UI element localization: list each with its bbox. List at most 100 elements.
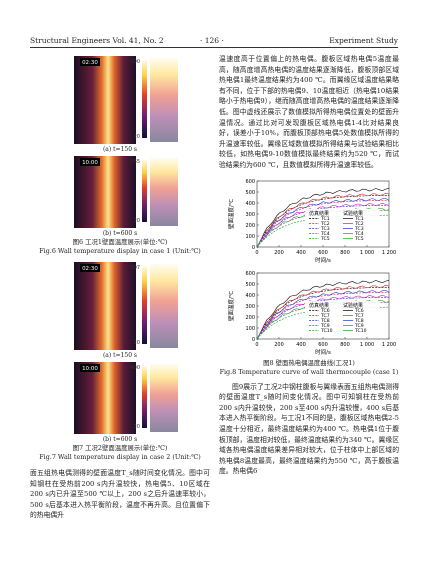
legend-label: TC3 — [320, 226, 330, 232]
line-chart: 0 100 200 300 400 500 600 0 200 400 600 800 1 000 1 2… — [227, 178, 396, 264]
x-tick-label: 200 — [274, 342, 284, 348]
figure-caption-zh: 图7 工况2壁面温度展示(单位:℃) — [72, 444, 168, 452]
paragraph: 面五组热电偶测得的壁面温度T_s随时间变化情况。图中可知钢柱在受热前200 s内… — [30, 469, 210, 520]
figure-caption-zh: 图8 壁面热电偶温度曲线(工况1) — [263, 358, 355, 367]
test-curve — [256, 289, 390, 340]
scale-panel — [150, 364, 178, 432]
y-tick-label: 600 — [245, 178, 255, 184]
legend-label: TC7 — [354, 313, 364, 319]
line-chart: 0 100 200 300 400 500 600 0 200 400 600 800 1 000 1 2… — [227, 270, 396, 356]
y-tick-label: 100 — [245, 233, 255, 239]
y-tick-label: 600 — [245, 270, 255, 276]
legend-label: TC2 — [320, 221, 330, 227]
y-tick-label: 300 — [245, 211, 255, 217]
scale-max: 307 — [130, 265, 140, 271]
y-tick-label: 300 — [245, 303, 255, 309]
test-curve — [256, 197, 390, 248]
section-name: Experiment Study — [329, 36, 398, 45]
y-axis-label: 壁面温度/℃ — [227, 291, 235, 321]
legend-head: 试验结果 — [343, 302, 363, 309]
paragraph: 温速度高于位置偏上的热电偶。腹板区域热电偶5温度最高，随高度增高热电偶的温度结果… — [219, 55, 399, 169]
x-axis-label: 时间/s — [315, 256, 331, 264]
colorbar — [142, 366, 147, 428]
y-tick-label: 0 — [252, 244, 255, 250]
image-frame — [74, 262, 136, 350]
timestamp-box — [80, 158, 100, 166]
scale-max: 565 — [130, 159, 140, 165]
x-tick-label: 1 000 — [360, 250, 374, 256]
y-tick-label: 0 — [252, 336, 255, 342]
legend-label: TC7 — [320, 313, 330, 319]
legend-label: TC1 — [354, 216, 364, 222]
legend-label: TC6 — [354, 308, 364, 314]
image-frame — [74, 362, 136, 434]
subfigure-caption: (b) t=600 s — [102, 436, 138, 443]
thermal-image: 10:00 400 20 — [74, 362, 178, 434]
subfigure-caption: (a) t=150 s — [102, 146, 138, 153]
x-tick-label: 0 — [255, 342, 258, 348]
test-curve — [256, 192, 390, 248]
scale-min: 20 — [134, 424, 140, 430]
figure-caption-en: Fig.7 Wall temperature display in case 2… — [39, 453, 201, 461]
y-axis-label: 壁面温度/℃ — [227, 199, 235, 229]
image-frame — [74, 156, 136, 228]
y-tick-label: 500 — [245, 189, 255, 195]
journal-name: Structural Engineers Vol. 41, No. 2 — [30, 36, 164, 45]
scale-max: 300 — [130, 59, 140, 65]
legend-label: TC4 — [354, 231, 364, 237]
y-tick-label: 500 — [245, 281, 255, 287]
figure-caption-en: Fig.8 Temperature curve of wall thermoco… — [219, 367, 399, 376]
legend-head: 仿真结果 — [309, 210, 329, 217]
x-axis-label: 时间/s — [315, 348, 331, 356]
left-column: 02:30 300 20 (a) t=150 s 10:00 565 20 (b) t=600… — [30, 54, 210, 521]
legend-label: TC4 — [320, 231, 330, 237]
image-frame — [74, 56, 136, 144]
y-tick-label: 100 — [245, 325, 255, 331]
y-tick-label: 200 — [245, 314, 255, 320]
x-tick-label: 1 200 — [382, 342, 396, 348]
test-curve — [256, 187, 390, 247]
test-curve — [256, 202, 390, 247]
scale-min: 20 — [134, 134, 140, 140]
legend-head: 试验结果 — [343, 210, 363, 217]
scale-min: 20 — [134, 218, 140, 224]
x-tick-label: 400 — [296, 342, 306, 348]
subfigure-caption: (b) t=600 s — [102, 230, 138, 237]
figure-7: 02:30 307 20 (a) t=150 s 10:00 400 20 (b) t=600… — [30, 260, 210, 444]
timestamp: 10:00 — [82, 366, 98, 372]
x-tick-label: 600 — [318, 250, 328, 256]
legend-box — [305, 208, 379, 241]
y-tick-label: 400 — [245, 200, 255, 206]
thermal-image: 02:30 307 20 — [74, 262, 178, 350]
x-tick-label: 400 — [296, 250, 306, 256]
thermal-image: 02:30 300 20 — [74, 56, 178, 144]
paragraph: 图9展示了工况2中钢柱腹板与翼缘表面五组热电偶测得的壁面温度T_s随时间变化情况… — [219, 382, 399, 476]
figure-caption-en: Fig.6 Wall temperature display in case 1… — [39, 247, 201, 255]
legend-label: TC5 — [320, 236, 330, 242]
test-curve — [256, 284, 390, 340]
colorbar — [142, 160, 147, 222]
legend-head: 仿真结果 — [309, 302, 329, 309]
scale-panel — [150, 58, 178, 142]
header-rule — [30, 47, 398, 48]
legend-label: TC8 — [320, 318, 330, 324]
x-tick-label: 800 — [340, 250, 350, 256]
legend-label: TC9 — [354, 323, 364, 329]
x-tick-label: 200 — [274, 250, 284, 256]
colorbar — [142, 266, 147, 344]
right-column: 温速度高于位置偏上的热电偶。腹板区域热电偶5温度最高，随高度增高热电偶的温度结果… — [219, 54, 399, 477]
x-tick-label: 1 000 — [360, 342, 374, 348]
legend-label: TC2 — [354, 221, 364, 227]
y-tick-label: 400 — [245, 292, 255, 298]
timestamp-box — [80, 58, 100, 66]
legend-label: TC9 — [320, 323, 330, 329]
timestamp: 02:30 — [82, 60, 98, 66]
test-curve — [256, 294, 390, 339]
legend-label: TC1 — [320, 216, 330, 222]
timestamp-box — [80, 364, 100, 372]
timestamp: 02:30 — [82, 266, 98, 272]
scale-min: 20 — [134, 340, 140, 346]
x-tick-label: 600 — [318, 342, 328, 348]
legend-label: TC6 — [320, 308, 330, 314]
